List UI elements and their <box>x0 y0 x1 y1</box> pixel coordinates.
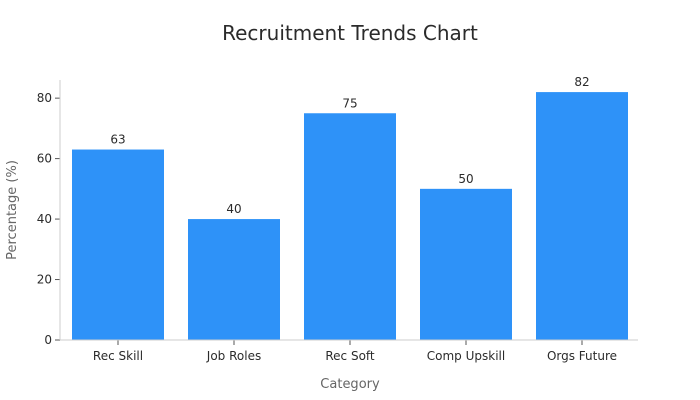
x-tick-label: Orgs Future <box>547 349 617 363</box>
y-tick-label: 20 <box>37 273 52 287</box>
x-tick-label: Rec Soft <box>325 349 375 363</box>
chart-title: Recruitment Trends Chart <box>222 21 478 45</box>
x-tick-label: Rec Skill <box>93 349 143 363</box>
bar <box>420 188 512 340</box>
bar <box>188 219 280 340</box>
bar <box>72 149 164 340</box>
bar <box>536 92 628 341</box>
data-label: 50 <box>458 172 473 186</box>
data-label: 63 <box>110 133 125 147</box>
data-label: 75 <box>342 96 357 110</box>
y-tick-label: 80 <box>37 91 52 105</box>
x-tick-label: Job Roles <box>206 349 261 363</box>
y-tick-label: 60 <box>37 152 52 166</box>
x-axis-label: Category <box>320 377 380 392</box>
y-axis-label: Percentage (%) <box>5 160 20 260</box>
data-label: 40 <box>226 202 241 216</box>
y-tick-label: 40 <box>37 212 52 226</box>
plot-area: 63 Rec Skill 40 Job Roles 75 Rec Soft 50 Comp U… <box>37 75 638 363</box>
x-tick-label: Comp Upskill <box>427 349 505 363</box>
bar <box>304 113 396 340</box>
y-tick-label: 0 <box>44 333 52 347</box>
data-label: 82 <box>574 75 589 89</box>
